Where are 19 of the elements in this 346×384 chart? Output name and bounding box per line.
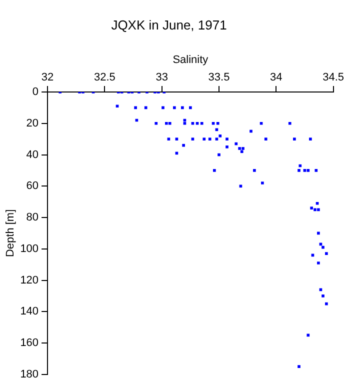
y-tick-label: 160 [20, 337, 39, 350]
y-tick-label: 60 [26, 180, 39, 192]
chart-title: JQXK in June, 1971 [111, 17, 227, 32]
y-tick-label: 180 [20, 368, 39, 380]
x-tick-label: 33 [156, 71, 168, 84]
y-tick-label: 20 [26, 117, 39, 130]
y-tick-label: 40 [26, 148, 39, 161]
y-tick-label: 80 [26, 212, 39, 224]
y-tick-label: 100 [20, 242, 39, 255]
x-tick-label: 33.5 [208, 71, 230, 84]
y-tick-label: 140 [20, 306, 39, 318]
y-axis-title: Depth [m] [4, 209, 17, 258]
x-tick-label: 34 [270, 71, 282, 84]
x-axis-title: Salinity [172, 54, 209, 66]
x-tick-label: 32 [41, 71, 54, 84]
x-tick-label: 32.5 [94, 71, 116, 84]
y-tick-label: 0 [32, 86, 39, 98]
x-tick-label: 34.5 [322, 71, 344, 84]
y-tick-label: 120 [20, 274, 39, 286]
